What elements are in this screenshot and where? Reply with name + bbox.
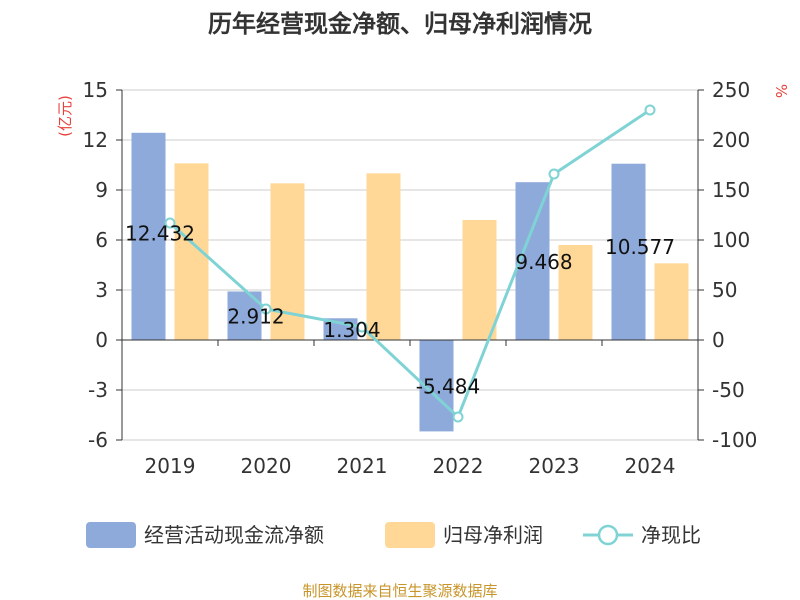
x-tick-label: 2019 (145, 454, 196, 478)
bar-cashflow (611, 163, 646, 340)
chart-title: 历年经营现金净额、归母净利润情况 (208, 10, 592, 38)
right-tick-label: 200 (712, 128, 750, 152)
data-label: -5.484 (416, 375, 480, 399)
legend-marker (597, 524, 619, 546)
left-tick-label: 15 (83, 78, 108, 102)
legend-label: 净现比 (641, 523, 701, 547)
legend: 经营活动现金流净额 归母净利润 净现比 (86, 522, 701, 548)
source-note: 制图数据来自恒生聚源数据库 (302, 582, 497, 600)
legend-swatch (385, 522, 435, 548)
data-label: 10.577 (605, 235, 675, 259)
right-tick-label: 250 (712, 78, 750, 102)
x-tick-label: 2020 (241, 454, 292, 478)
line-point (452, 411, 464, 423)
data-label: 2.912 (227, 305, 284, 329)
legend-label: 归母净利润 (443, 523, 543, 547)
data-label: 9.468 (515, 250, 572, 274)
bar-net-profit (558, 245, 593, 340)
data-labels: 12.432 2.912 1.304 -5.484 9.468 10.577 (125, 221, 675, 398)
data-label: 1.304 (323, 318, 380, 342)
right-tick-label: -50 (712, 378, 745, 402)
line-point (164, 217, 176, 229)
bar-net-profit (366, 173, 401, 340)
data-label: 12.432 (125, 221, 195, 245)
x-tick-label: 2023 (529, 454, 580, 478)
left-tick-label: -3 (88, 378, 108, 402)
legend-swatch (86, 522, 136, 548)
bar-net-profit (654, 263, 689, 340)
right-tick-label: 0 (712, 328, 725, 352)
right-axis-unit: % (772, 84, 790, 98)
left-tick-label: 6 (95, 228, 108, 252)
line-net-cash-ratio (168, 108, 651, 420)
left-tick-label: 0 (95, 328, 108, 352)
right-tick-label: 100 (712, 228, 750, 252)
left-tick-label: 9 (95, 178, 108, 202)
line-point (548, 168, 560, 180)
right-tick-label: 150 (712, 178, 750, 202)
x-tick-label: 2024 (625, 454, 676, 478)
line-point (356, 321, 368, 333)
bars (131, 132, 689, 432)
right-tick-label: -100 (712, 428, 757, 452)
bar-net-profit (462, 220, 497, 340)
line-series (164, 104, 656, 423)
line-point (260, 303, 272, 315)
line-point (644, 104, 656, 116)
left-tick-label: 3 (95, 278, 108, 302)
x-tick-label: 2022 (433, 454, 484, 478)
left-tick-label: 12 (83, 128, 108, 152)
left-tick-label: -6 (88, 428, 108, 452)
axes: 15 12 9 6 3 0 -3 -6 250 200 150 100 50 0 -50 -100 2019 20… (83, 78, 758, 478)
right-tick-label: 50 (712, 278, 737, 302)
left-axis-unit: (亿元) (56, 95, 74, 137)
x-tick-label: 2021 (337, 454, 388, 478)
bar-cashflow (131, 132, 166, 340)
legend-label: 经营活动现金流净额 (144, 523, 324, 547)
